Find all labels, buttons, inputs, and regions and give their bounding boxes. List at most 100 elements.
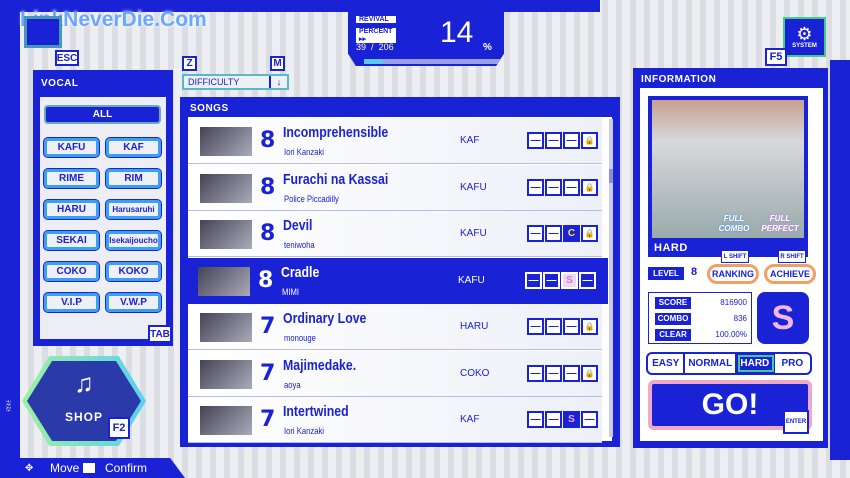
vocal-all-button[interactable]: ALL: [44, 105, 161, 124]
clear-value: 100.00%: [715, 330, 747, 339]
tab-key[interactable]: TAB: [148, 325, 172, 343]
vocal-filter-button[interactable]: RIME: [43, 168, 100, 189]
vocal-filter-button[interactable]: COKO: [43, 261, 100, 282]
vocal-filter-button[interactable]: Isekaijoucho: [105, 230, 162, 251]
level-label: LEVEL: [648, 267, 684, 280]
enter-key-icon: [83, 463, 95, 473]
song-level: 8: [258, 267, 274, 293]
jacket-frame: HARD FULL COMBO FULL PERFECT: [648, 96, 808, 257]
clear-mark: —: [527, 364, 544, 382]
revival-panel: REVIVAL PERCENT ▸▸ 39 / 206 14 %: [348, 4, 504, 66]
system-label: SYSTEM: [792, 43, 817, 49]
difficulty-tab-pro[interactable]: PRO: [781, 358, 804, 369]
clear-label: CLEAR: [655, 329, 691, 341]
confirm-hint: Confirm: [105, 461, 148, 475]
watermark: LinkNeverDie.Com: [20, 8, 207, 31]
vocal-title: VOCAL: [41, 78, 79, 89]
achieve-button[interactable]: ACHIEVE: [764, 264, 816, 284]
song-scrollbar-thumb[interactable]: [609, 169, 613, 183]
lock-icon: 🔒: [581, 318, 598, 335]
clear-marks: — — S —: [525, 271, 597, 289]
clear-mark: —: [527, 411, 544, 428]
revival-percent: 14: [440, 16, 474, 49]
esc-key[interactable]: ESC: [55, 50, 79, 66]
selected-difficulty: HARD: [654, 242, 688, 254]
score-box: SCORE 816900 COMBO 836 CLEAR 100.00%: [648, 292, 752, 344]
song-level: 8: [260, 221, 276, 246]
song-row[interactable]: 7 Intertwined Iori Kanzaki KAF — — S —: [188, 397, 602, 443]
songs-title: SONGS: [190, 103, 229, 114]
z-key[interactable]: Z: [182, 56, 197, 71]
enter-key[interactable]: ENTER: [783, 410, 809, 434]
song-title: Cradle: [281, 263, 320, 281]
vocal-filter-button[interactable]: KAF: [105, 137, 162, 158]
clear-mark: —: [545, 364, 562, 382]
rshift-key[interactable]: R SHIFT: [778, 250, 806, 263]
song-title: Intertwined: [283, 403, 349, 420]
rank-badge: S: [757, 292, 809, 344]
song-scrollbar[interactable]: [609, 119, 613, 437]
back-button[interactable]: [24, 16, 62, 48]
vocal-filter-button[interactable]: KOKO: [105, 261, 162, 282]
clear-mark: —: [527, 178, 544, 196]
lock-icon: 🔒: [581, 364, 598, 382]
ranking-button[interactable]: RANKING: [707, 264, 759, 284]
vocal-filter-button[interactable]: RIM: [105, 168, 162, 189]
music-disc-icon: ♫: [74, 368, 94, 398]
clear-marks: — — — 🔒: [527, 364, 599, 382]
right-band: [830, 60, 850, 460]
vocal-filter-button[interactable]: V.I.P: [43, 292, 100, 313]
difficulty-tab-easy[interactable]: EASY: [648, 354, 686, 373]
lock-icon: 🔒: [581, 132, 598, 149]
vocal-filter-button[interactable]: SEKAI: [43, 230, 100, 251]
system-button[interactable]: ⚙ SYSTEM: [783, 17, 826, 57]
song-row[interactable]: 8 Incomprehensible Iori Kanzaki KAF — — — 🔒: [188, 118, 602, 164]
song-artist: Police Piccadilly: [284, 193, 339, 204]
song-vocal: KAF: [460, 135, 480, 146]
clear-mark: —: [527, 225, 544, 242]
clear-mark: —: [563, 178, 580, 196]
clear-mark: —: [543, 271, 560, 289]
song-level: 8: [260, 174, 276, 200]
go-button[interactable]: GO!: [648, 380, 812, 430]
difficulty-tab-hard[interactable]: HARD: [737, 354, 775, 373]
sort-dropdown[interactable]: DIFFICULTY ↓: [182, 74, 289, 90]
clear-mark: —: [579, 271, 596, 289]
vocal-filter-button[interactable]: Harusaruhi: [105, 199, 162, 220]
sort-label: DIFFICULTY: [188, 77, 240, 87]
dpad-icon: ✥: [25, 463, 34, 474]
song-level: 7: [260, 407, 276, 432]
f2-key[interactable]: F2: [108, 417, 130, 439]
clear-mark: S: [561, 271, 578, 289]
combo-label: COMBO: [655, 313, 691, 325]
song-level: 8: [260, 128, 276, 153]
song-thumbnail: [200, 127, 252, 156]
revival-progress-bar: [364, 59, 500, 64]
score-label: SCORE: [655, 297, 691, 309]
left-band: [0, 0, 20, 478]
vocal-filter-button[interactable]: V.W.P: [105, 292, 162, 313]
song-row[interactable]: 8 Devil teniwoha KAFU — — C 🔒: [188, 211, 602, 257]
f5-key[interactable]: F5: [765, 48, 787, 66]
level-value: 8: [691, 266, 698, 278]
song-row[interactable]: 8 Furachi na Kassai Police Piccadilly KA…: [188, 164, 602, 211]
song-thumbnail: [200, 359, 252, 389]
vocal-filter-button[interactable]: HARU: [43, 199, 100, 220]
song-title: Majimedake.: [283, 356, 357, 374]
m-key[interactable]: M: [270, 56, 285, 71]
clear-mark: —: [581, 411, 598, 428]
clear-marks: — — — 🔒: [527, 178, 599, 196]
lock-icon: 🔒: [581, 225, 598, 242]
full-perfect-badge: FULL PERFECT: [761, 214, 799, 233]
song-row[interactable]: 8 Cradle MIMI KAFU — — S —: [186, 257, 608, 304]
song-row[interactable]: 7 Majimedake. aoya COKO — — — 🔒: [188, 350, 602, 397]
song-title: Furachi na Kassai: [283, 170, 389, 188]
difficulty-tab-normal[interactable]: NORMAL: [685, 354, 738, 373]
song-jacket-image: [652, 100, 804, 238]
clear-mark: —: [545, 178, 562, 196]
clear-mark: —: [563, 318, 580, 335]
song-row[interactable]: 7 Ordinary Love monouge HARU — — — 🔒: [188, 304, 602, 350]
vocal-filter-button[interactable]: KAFU: [43, 137, 100, 158]
lshift-key[interactable]: L SHIFT: [721, 250, 749, 263]
clear-mark: —: [527, 318, 544, 335]
